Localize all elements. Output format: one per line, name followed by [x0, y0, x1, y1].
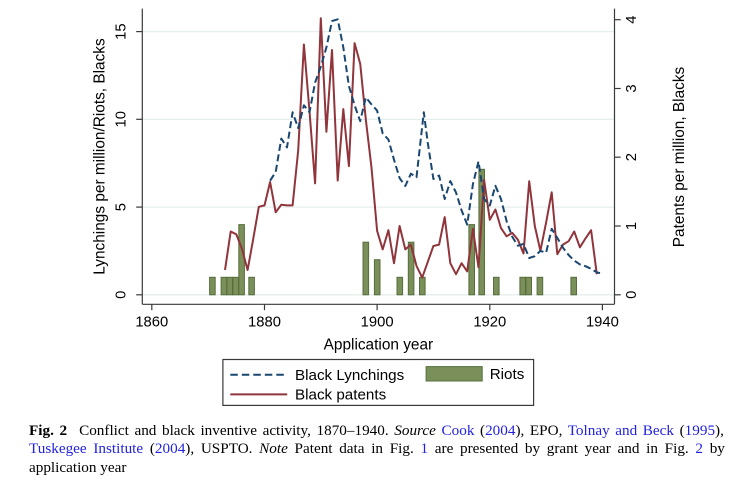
svg-text:Black patents: Black patents	[295, 387, 387, 404]
svg-text:Patents per million, Blacks: Patents per million, Blacks	[671, 66, 688, 247]
svg-text:Black Lynchings: Black Lynchings	[295, 367, 405, 384]
svg-text:Riots: Riots	[490, 366, 525, 383]
svg-text:1880: 1880	[248, 315, 281, 331]
svg-text:1860: 1860	[135, 315, 168, 331]
svg-text:10: 10	[114, 111, 130, 127]
svg-text:3: 3	[624, 84, 640, 92]
svg-text:1: 1	[624, 222, 640, 230]
svg-text:4: 4	[624, 16, 640, 24]
svg-text:1900: 1900	[361, 315, 394, 331]
svg-text:1920: 1920	[473, 315, 506, 331]
svg-text:Application year: Application year	[324, 337, 434, 354]
svg-text:Lynchings per million/Riots, B: Lynchings per million/Riots, Blacks	[92, 38, 109, 275]
svg-text:0: 0	[114, 291, 130, 299]
svg-text:0: 0	[624, 291, 640, 299]
svg-text:1940: 1940	[586, 315, 619, 331]
svg-text:15: 15	[114, 23, 130, 39]
svg-text:2: 2	[624, 153, 640, 161]
svg-text:5: 5	[114, 203, 130, 211]
